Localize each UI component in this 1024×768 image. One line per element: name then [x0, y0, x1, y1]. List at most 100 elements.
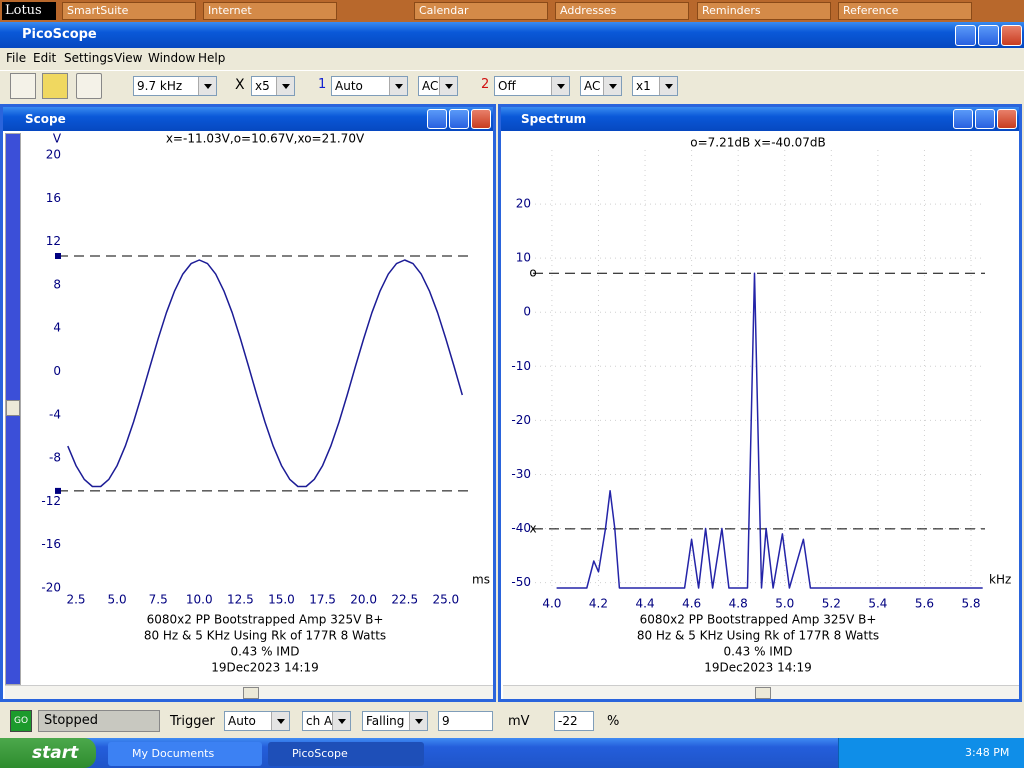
zoom-label: X: [235, 77, 245, 93]
x-unit: kHz: [989, 573, 1011, 587]
ch2-range-select[interactable]: Off: [494, 76, 570, 96]
ch2-coupling-select[interactable]: AC: [580, 76, 622, 96]
scope-view-button[interactable]: [10, 73, 36, 99]
ch1-coupling-value: AC: [422, 79, 439, 93]
scope-window: Scope: [0, 104, 496, 702]
trigger-level-input[interactable]: 9: [438, 711, 493, 731]
taskbar-button[interactable]: PicoScope: [268, 742, 424, 766]
menu-item[interactable]: Help: [198, 51, 226, 65]
x-unit: ms: [472, 573, 490, 587]
restore-button[interactable]: [978, 25, 999, 46]
cursor-label: x: [529, 521, 536, 535]
trace: [67, 259, 464, 488]
x-tick-label: 4.0: [542, 597, 561, 611]
trigger-label: Trigger: [170, 714, 215, 729]
y-tick-label: 12: [46, 234, 61, 248]
channel-2-label: 2: [481, 77, 490, 92]
vertical-scrollbar[interactable]: [5, 133, 21, 685]
cursor-handle: [55, 252, 61, 259]
ch1-range-value: Auto: [335, 79, 363, 93]
menu-item[interactable]: File: [6, 51, 27, 65]
y-tick-label: 4: [53, 321, 61, 335]
scope-title-bar: Scope: [3, 107, 493, 131]
menu-item[interactable]: Settings: [64, 51, 114, 65]
level-spinner[interactable]: [494, 712, 505, 732]
timebase-value: 9.7 kHz: [137, 79, 183, 93]
x-tick-label: 15.0: [268, 593, 295, 607]
maximize-button[interactable]: [449, 109, 469, 129]
start-button[interactable]: start: [0, 738, 96, 768]
lotus-item[interactable]: Addresses: [555, 2, 689, 20]
close-button[interactable]: [471, 109, 491, 129]
x-tick-label: 10.0: [186, 593, 213, 607]
trace: [556, 272, 983, 589]
toolbar: 9.7 kHz X x5 1 Auto AC 2 Off AC x1: [0, 70, 1024, 102]
minimize-button[interactable]: [953, 109, 973, 129]
lotus-item[interactable]: Internet: [203, 2, 337, 20]
y-tick-label: 8: [53, 277, 61, 291]
ch1-range-select[interactable]: Auto: [331, 76, 408, 96]
x-tick-label: 4.6: [682, 597, 701, 611]
lotus-item[interactable]: Calendar: [414, 2, 548, 20]
ch2-coupling-value: AC: [584, 79, 601, 93]
taskbar-button[interactable]: My Documents: [108, 742, 262, 766]
lotus-item[interactable]: SmartSuite: [62, 2, 196, 20]
go-button[interactable]: GO: [10, 710, 32, 732]
x-tick-label: 7.5: [149, 593, 168, 607]
lotus-item[interactable]: Reference: [838, 2, 972, 20]
y-tick-label: -16: [41, 537, 61, 551]
trigger-mode-value: Auto: [228, 714, 256, 728]
x-tick-label: 22.5: [391, 593, 418, 607]
lotus-menu[interactable]: Lotus: [2, 2, 56, 20]
minimize-button[interactable]: [955, 25, 976, 46]
y-tick-label: -4: [49, 407, 61, 421]
x-tick-label: 5.2: [822, 597, 841, 611]
trigger-delay-input[interactable]: -22: [554, 711, 594, 731]
spectrum-view-button[interactable]: [42, 73, 68, 99]
y-tick-label: 10: [516, 251, 531, 265]
scroll-thumb[interactable]: [755, 687, 771, 699]
delay-unit: %: [607, 714, 620, 729]
x-tick-label: 20.0: [350, 593, 377, 607]
y-tick-label: 16: [46, 191, 61, 205]
menu-bar: File Edit Settings View Window Help: [0, 48, 1024, 68]
caption-line: 6080x2 PP Bootstrapped Amp 325V B+: [147, 613, 384, 627]
caption-line: 0.43 % IMD: [231, 645, 300, 659]
ch2-multiplier-value: x1: [636, 79, 651, 93]
ch2-multiplier-select[interactable]: x1: [632, 76, 678, 96]
x-tick-label: 5.0: [108, 593, 127, 607]
ch1-coupling-select[interactable]: AC: [418, 76, 458, 96]
readout: x=-11.03V,o=10.67V,xo=21.70V: [166, 132, 365, 146]
menu-item[interactable]: Window: [148, 51, 196, 65]
delay-spinner[interactable]: [595, 712, 606, 732]
status-bar: GO Stopped Trigger Auto ch A Falling 9 m…: [0, 704, 1024, 738]
trigger-mode-select[interactable]: Auto: [224, 711, 290, 731]
trigger-edge-select[interactable]: Falling: [362, 711, 428, 731]
menu-item[interactable]: Edit: [33, 51, 57, 65]
title-bar: PicoScope: [0, 22, 1024, 48]
y-tick-label: -12: [41, 494, 61, 508]
y-tick-label: 0: [523, 305, 531, 319]
scroll-thumb[interactable]: [243, 687, 259, 699]
menu-item[interactable]: View: [114, 51, 143, 65]
lotus-item[interactable]: Reminders: [697, 2, 831, 20]
y-tick-label: 20: [46, 148, 61, 162]
maximize-button[interactable]: [975, 109, 995, 129]
scope-title: Scope: [25, 112, 66, 126]
meter-view-button[interactable]: [76, 73, 102, 99]
scroll-thumb[interactable]: [6, 400, 20, 416]
close-button[interactable]: [997, 109, 1017, 129]
timebase-select[interactable]: 9.7 kHz: [133, 76, 217, 96]
clock: 3:48 PM: [965, 746, 1010, 759]
x-tick-label: 4.2: [589, 597, 608, 611]
horizontal-scrollbar[interactable]: [5, 685, 493, 699]
trigger-channel-select[interactable]: ch A: [302, 711, 351, 731]
readout: o=7.21dB x=-40.07dB: [690, 136, 825, 150]
close-button[interactable]: [1001, 25, 1022, 46]
zoom-select[interactable]: x5: [251, 76, 295, 96]
horizontal-scrollbar[interactable]: [503, 685, 1019, 699]
spectrum-title-bar: Spectrum: [501, 107, 1019, 131]
x-tick-label: 12.5: [227, 593, 254, 607]
minimize-button[interactable]: [427, 109, 447, 129]
